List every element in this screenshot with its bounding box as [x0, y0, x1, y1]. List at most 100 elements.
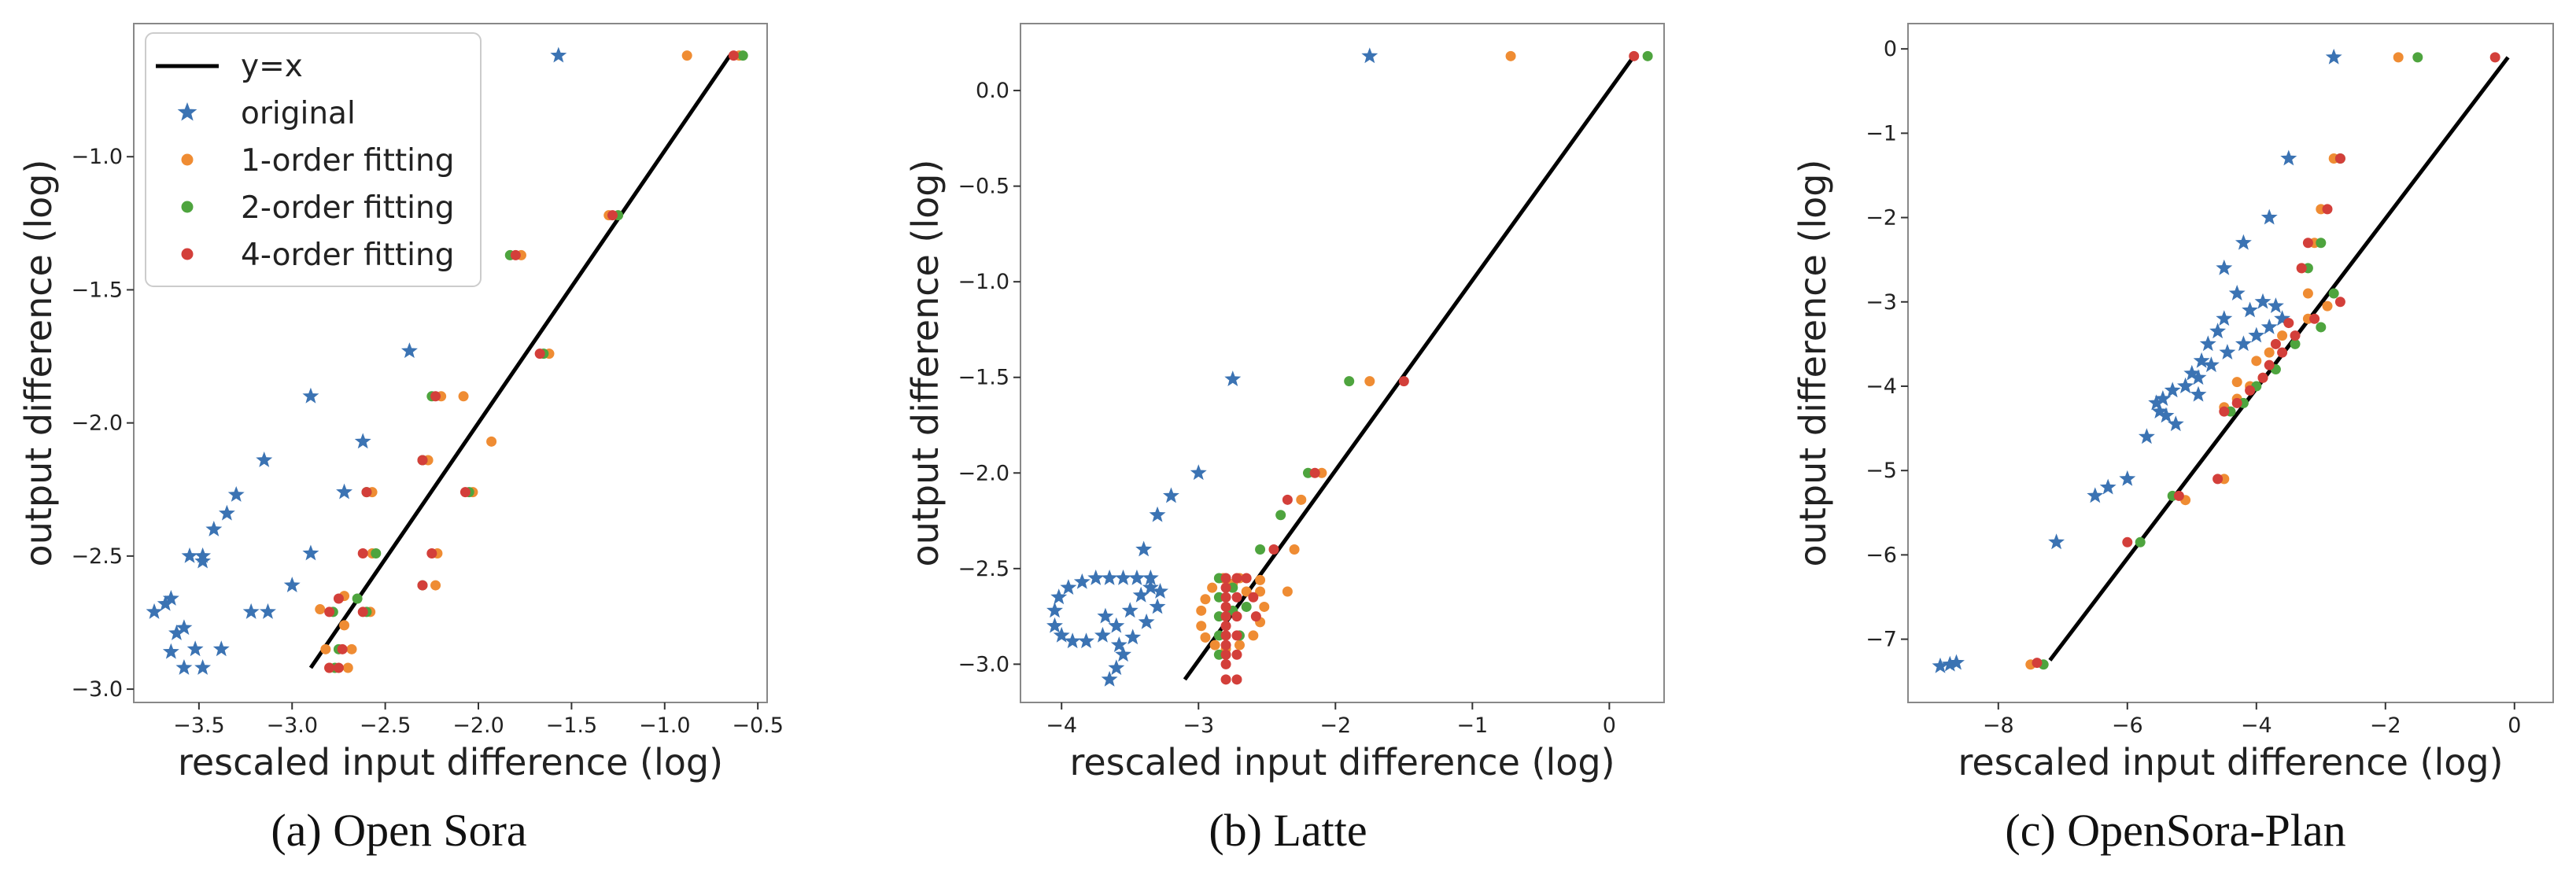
point-order1: [2277, 330, 2288, 341]
point-original: [1149, 598, 1166, 614]
point-order4: [1231, 592, 1242, 603]
caption-b: (b) Latte: [1209, 805, 1367, 856]
point-order1: [1255, 574, 1266, 585]
y-tick-label: −3.0: [958, 652, 1009, 676]
point-original: [2235, 335, 2252, 352]
point-order1: [1296, 494, 1307, 505]
y-tick-label: −2.0: [958, 461, 1009, 485]
plot-frame: [1020, 23, 1665, 703]
point-order1: [2251, 356, 2262, 367]
point-order4: [357, 547, 368, 558]
point-order4: [2302, 238, 2313, 249]
point-order4: [2322, 204, 2333, 215]
point-order4: [1282, 494, 1293, 505]
point-original: [2154, 390, 2172, 406]
point-original: [1132, 586, 1150, 603]
point-original: [1162, 487, 1179, 503]
point-order4: [1629, 50, 1640, 61]
point-original: [2190, 369, 2207, 385]
point-original: [1050, 588, 1068, 605]
x-axis-label: rescaled input difference (log): [178, 741, 723, 783]
point-original: [302, 544, 319, 561]
point-order4: [2231, 397, 2242, 408]
point-order4: [1220, 621, 1231, 632]
point-order2: [2316, 322, 2327, 333]
point-original: [2209, 323, 2227, 339]
point-order1: [1209, 640, 1220, 651]
x-tick-label: −3.5: [173, 713, 225, 738]
point-order4: [2270, 338, 2281, 349]
identity-line: [1183, 54, 1636, 681]
point-original: [283, 577, 301, 592]
legend-label-original: original: [241, 96, 356, 131]
point-order4: [2334, 153, 2345, 164]
y-tick-label: −5: [1866, 459, 1897, 483]
point-order2: [1642, 50, 1653, 61]
point-original: [1101, 569, 1118, 585]
point-order4: [534, 348, 545, 359]
point-original: [2148, 394, 2165, 411]
point-original: [336, 483, 353, 500]
point-original: [194, 659, 212, 675]
point-original: [146, 603, 163, 619]
point-order1: [1200, 594, 1211, 605]
point-original: [2216, 259, 2233, 275]
point-original: [2325, 48, 2342, 65]
point-original: [1121, 602, 1139, 618]
point-original: [1128, 569, 1146, 585]
point-original: [1110, 636, 1127, 652]
point-original: [1094, 626, 1111, 643]
point-order1: [1255, 586, 1266, 597]
legend-label-order2: 2-order fitting: [241, 190, 454, 226]
y-tick-label: −4: [1866, 374, 1897, 399]
point-order1: [1196, 605, 1207, 616]
point-original: [186, 640, 204, 657]
plot-frame: [1907, 23, 2554, 703]
point-order4: [1231, 630, 1242, 641]
y-axis-label: output difference (log): [904, 160, 947, 567]
point-original: [2248, 326, 2265, 343]
point-order4: [1220, 630, 1231, 641]
point-order4: [2245, 385, 2256, 396]
point-order1: [1282, 586, 1293, 597]
point-original: [162, 590, 179, 606]
point-order4: [607, 210, 618, 221]
point-original: [1060, 579, 1077, 595]
point-order1: [339, 620, 350, 631]
point-original: [400, 342, 418, 359]
point-order4: [1220, 573, 1231, 584]
point-original: [1115, 646, 1131, 662]
plot-frame: [133, 23, 768, 703]
identity-line: [2048, 56, 2510, 662]
point-order4: [333, 593, 344, 604]
point-original: [1941, 655, 1958, 672]
point-order4: [1309, 467, 1320, 478]
point-original: [2193, 352, 2210, 368]
point-order1: [315, 604, 326, 615]
point-original: [2048, 533, 2065, 550]
legend-swatch-original: [177, 102, 197, 121]
point-order4: [1220, 658, 1231, 669]
point-original: [227, 486, 245, 502]
point-order2: [2290, 338, 2301, 349]
point-original: [2190, 385, 2207, 402]
x-tick-label: −2.5: [360, 713, 411, 738]
point-order4: [430, 391, 441, 402]
point-order1: [1234, 640, 1245, 651]
point-original: [1152, 583, 1168, 599]
point-original: [1948, 654, 1965, 670]
point-original: [2177, 377, 2194, 393]
point-order4: [357, 606, 368, 617]
point-order4: [417, 455, 428, 466]
point-original: [2274, 310, 2291, 326]
point-original: [218, 504, 235, 521]
x-tick-label: −2.0: [452, 713, 504, 738]
point-order4: [2122, 536, 2133, 547]
point-original: [2087, 487, 2104, 503]
point-original: [2242, 301, 2259, 318]
point-order4: [2277, 347, 2288, 358]
point-original: [2157, 407, 2175, 423]
point-order4: [1220, 601, 1231, 612]
point-original: [2260, 208, 2278, 225]
